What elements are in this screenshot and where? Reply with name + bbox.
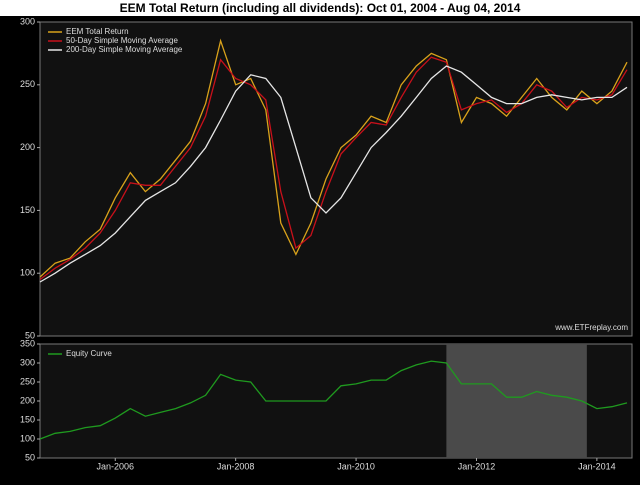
watermark: www.ETFreplay.com: [554, 323, 628, 332]
y-tick-label: 50: [25, 330, 35, 340]
series-line: [39, 360, 628, 440]
y-tick-label: 100: [20, 268, 35, 278]
y-tick-label: 200: [20, 395, 35, 405]
x-tick-label: Jan-2012: [458, 461, 496, 471]
y-tick-label: 250: [20, 79, 35, 89]
x-tick-label: Jan-2008: [217, 461, 255, 471]
series-line: [39, 65, 628, 283]
y-tick-label: 50: [25, 452, 35, 462]
legend-label: 50-Day Simple Moving Average: [66, 36, 178, 45]
x-tick-label: Jan-2014: [578, 461, 616, 471]
shaded-range: [446, 344, 587, 458]
legend-label: Equity Curve: [66, 349, 112, 358]
series-line: [39, 38, 628, 278]
y-tick-label: 150: [20, 414, 35, 424]
y-tick-label: 100: [20, 433, 35, 443]
legend-label: 200-Day Simple Moving Average: [66, 45, 183, 54]
y-tick-label: 300: [20, 357, 35, 367]
x-tick-label: Jan-2010: [337, 461, 375, 471]
y-tick-label: 250: [20, 376, 35, 386]
y-tick-label: 350: [20, 338, 35, 348]
y-tick-label: 300: [20, 16, 35, 26]
y-tick-label: 200: [20, 142, 35, 152]
title-bar: [0, 0, 640, 16]
x-tick-label: Jan-2006: [96, 461, 134, 471]
legend-label: EEM Total Return: [66, 27, 129, 36]
chart-title: EEM Total Return (including all dividend…: [120, 1, 521, 15]
series-line: [39, 56, 628, 281]
y-tick-label: 150: [20, 205, 35, 215]
plot-area: [39, 21, 633, 337]
